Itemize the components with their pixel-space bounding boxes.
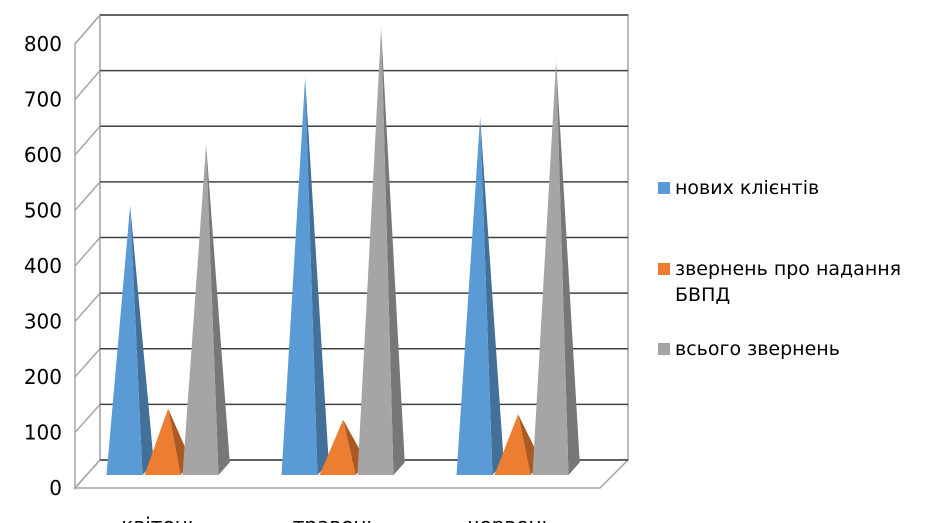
y-tick-label: 700 [24,88,62,112]
legend-item-total-requests: всього звернень [658,336,930,362]
y-tick-label: 600 [24,143,62,167]
legend-swatch [658,182,670,194]
legend-item-new-clients: нових клієнтів [658,175,930,201]
legend-item-bvpd-requests: звернень про надання БВПД [658,256,930,308]
pyramid-front-face [182,144,219,475]
legend-label: звернень про надання БВПД [675,258,902,306]
pyramid-front-face [144,408,181,475]
pyramid-front-face [319,419,356,475]
pyramid-front-face [357,27,394,475]
gridline-side [74,459,101,489]
x-tick-label: квітень [121,513,199,523]
legend-label: всього звернень [675,338,840,360]
y-tick-label: 800 [24,32,62,56]
gridline-side [74,237,101,267]
pyramid-front-face [494,414,531,475]
legend: нових клієнтів звернень про надання БВПД… [658,0,935,523]
pyramid-side-face [480,116,504,475]
y-tick-label: 300 [24,310,62,334]
gridline-side [74,181,101,211]
x-tick-label: травень [293,513,379,523]
x-axis: квітень травень червень [121,513,553,523]
y-tick-label: 100 [24,421,62,445]
pyramid-side-face [305,77,329,475]
y-tick-label: 0 [49,476,62,500]
pyramid-front-face [281,77,318,475]
gridline-side [74,14,101,45]
y-axis: 0 100 200 300 400 500 600 700 800 [24,32,62,500]
y-tick-label: 200 [24,365,62,389]
pyramid-front-face [532,60,569,475]
data-marks [106,27,580,475]
pyramid-front-face [456,116,493,475]
legend-swatch [658,263,670,275]
pyramid-side-face [206,144,230,475]
gridline-side [74,70,101,100]
legend-swatch [658,343,670,355]
pyramid-1-2 [357,27,405,475]
pyramid-1-0 [281,77,329,475]
pyramid-side-face [556,60,580,475]
pyramid-side-face [381,27,405,475]
legend-label: нових клієнтів [675,177,820,199]
pyramid-2-0 [456,116,504,475]
pyramid-side-face [130,205,154,475]
x-tick-label: червень [468,513,554,523]
gridline-side [74,125,101,156]
y-tick-label: 500 [24,199,62,223]
pyramid-0-0 [106,205,154,475]
pyramid-front-face [106,205,143,475]
gridline-side [74,403,101,433]
gridline-side [74,292,101,322]
pyramid-2-2 [532,60,580,475]
pyramid-0-2 [182,144,230,475]
y-tick-label: 400 [24,254,62,278]
gridline-side [74,348,101,378]
